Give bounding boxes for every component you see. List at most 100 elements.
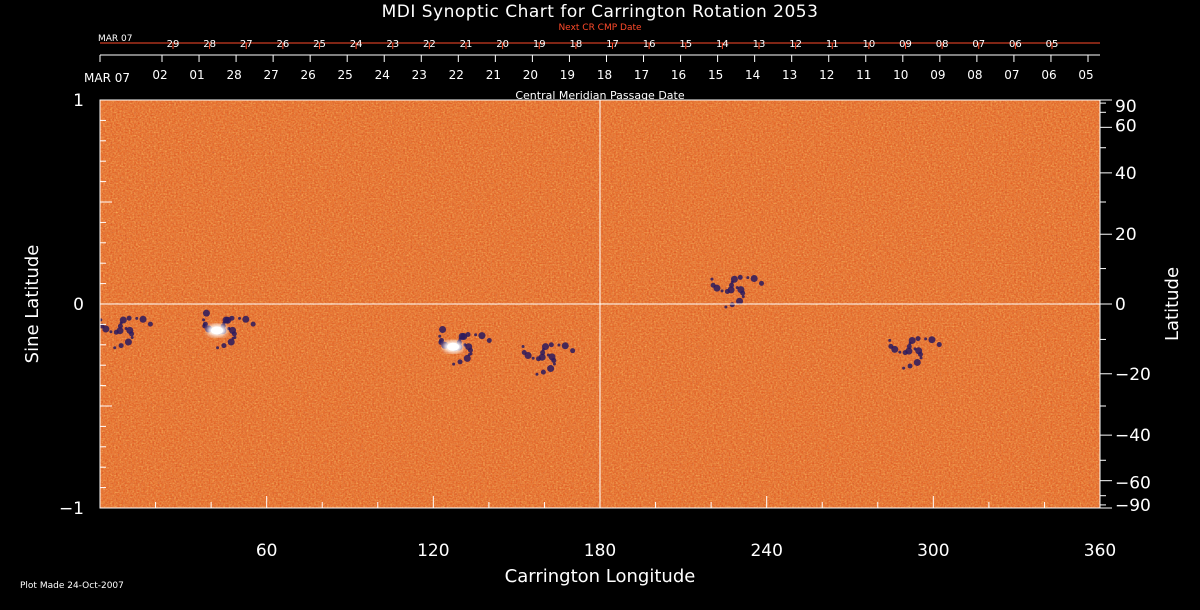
negative-flux-spot [750,274,758,282]
negative-flux-spot [552,362,556,366]
cmp-date-label: 15 [708,68,723,82]
lat-tick-label: 20 [1115,225,1137,245]
negative-flux-spot [540,369,546,375]
next-cr-date-label: 06 [1009,39,1022,50]
negative-flux-spot [467,347,473,353]
active-region [888,336,942,370]
cmp-date-label: 25 [338,68,353,82]
negative-flux-spot [227,327,231,331]
cmp-date-label: 11 [856,68,871,82]
negative-flux-spot [116,327,124,335]
active-region [202,309,256,350]
negative-flux-spot [216,346,220,350]
active-region [100,315,153,350]
lat-tick-label: 90 [1115,97,1137,117]
negative-flux-spot [478,332,486,340]
next-cr-date-label: 17 [606,39,619,50]
next-cr-date-label: 23 [386,39,399,50]
chart-title: MDI Synoptic Chart for Carrington Rotati… [381,2,819,22]
cmp-date-label: 13 [782,68,797,82]
cmp-date-label: 06 [1041,68,1056,82]
lat-tick-label: 60 [1115,116,1137,136]
cmp-date-label: 23 [412,68,427,82]
negative-flux-spot [902,366,906,370]
negative-flux-spot [913,358,921,366]
negative-flux-spot [124,338,132,346]
next-cr-date-label: 19 [533,39,546,50]
negative-flux-spot [888,338,892,342]
x-tick-label: 180 [584,541,616,561]
cmp-date-label: 18 [597,68,612,82]
active-region [521,342,576,376]
negative-flux-spot [535,372,539,376]
negative-flux-spot [118,343,124,349]
plot-made-label: Plot Made 24-Oct-2007 [20,581,124,591]
negative-flux-spot [202,318,206,322]
next-cr-date-label: 18 [570,39,583,50]
next-cr-date-label: 10 [863,39,876,50]
negative-flux-spot [915,336,921,342]
negative-flux-spot [524,351,532,359]
negative-flux-spot [724,305,728,309]
negative-flux-spot [457,359,463,365]
next-cr-date-label: 22 [423,39,436,50]
negative-flux-spot [919,356,923,360]
negative-flux-spot [438,334,442,338]
next-cr-date-label: 13 [753,39,766,50]
cmp-date-label: 14 [745,68,760,82]
negative-flux-spot [202,321,208,327]
negative-flux-spot [221,343,227,349]
next-cr-date-label: 12 [789,39,802,50]
negative-flux-spot [250,321,256,327]
negative-flux-spot [439,338,445,344]
negative-flux-spot [126,315,132,321]
next-cr-date-label: 09 [899,39,912,50]
negative-flux-spot [570,348,576,354]
negative-flux-spot [100,318,103,322]
negative-flux-spot [130,335,134,339]
next-cr-date-label: 21 [460,39,473,50]
next-cr-date-label: 20 [496,39,509,50]
negative-flux-spot [908,341,912,345]
lat-tick-label: −20 [1115,365,1151,385]
negative-flux-spot [202,309,210,317]
negative-flux-spot [924,337,928,341]
negative-flux-spot [222,321,226,325]
cmp-date-label: 24 [375,68,390,82]
negative-flux-spot [139,315,147,323]
negative-flux-spot [538,353,546,361]
next-cr-label: Next CR CMP Date [558,23,642,33]
next-cr-date-label: 26 [277,39,290,50]
next-cr-date-label: 29 [167,39,180,50]
negative-flux-spot [917,351,923,357]
cmp-date-label: 17 [634,68,649,82]
negative-flux-spot [891,345,899,353]
y-axis-title-right: Latitude [1162,267,1183,341]
cmp-date-label: MAR 07 [84,71,130,85]
negative-flux-spot [759,280,765,286]
cmp-date-label: 22 [449,68,464,82]
next-cr-date-label: 08 [936,39,949,50]
negative-flux-spot [541,347,545,351]
negative-flux-spot [561,342,569,350]
negative-flux-spot [551,357,557,363]
x-tick-label: 300 [917,541,949,561]
x-tick-label: 240 [750,541,782,561]
negative-flux-spot [109,330,113,334]
cmp-date-label: 02 [152,68,167,82]
negative-flux-spot [521,344,525,348]
x-tick-label: 60 [256,541,278,561]
cmp-date-label: 10 [893,68,908,82]
cmp-date-label: Central Meridian Passage Date [515,89,685,102]
next-cr-date-label: 11 [826,39,839,50]
negative-flux-spot [730,280,734,284]
cmp-date-label: 16 [671,68,686,82]
negative-flux-spot [242,315,250,323]
lat-tick-label: 40 [1115,164,1137,184]
cmp-date-label: 07 [1004,68,1019,82]
lat-tick-label: −60 [1115,474,1151,494]
lat-tick-label: 0 [1115,295,1126,315]
y-axis-title-left: Sine Latitude [22,245,43,364]
next-cr-date-label: 27 [240,39,253,50]
